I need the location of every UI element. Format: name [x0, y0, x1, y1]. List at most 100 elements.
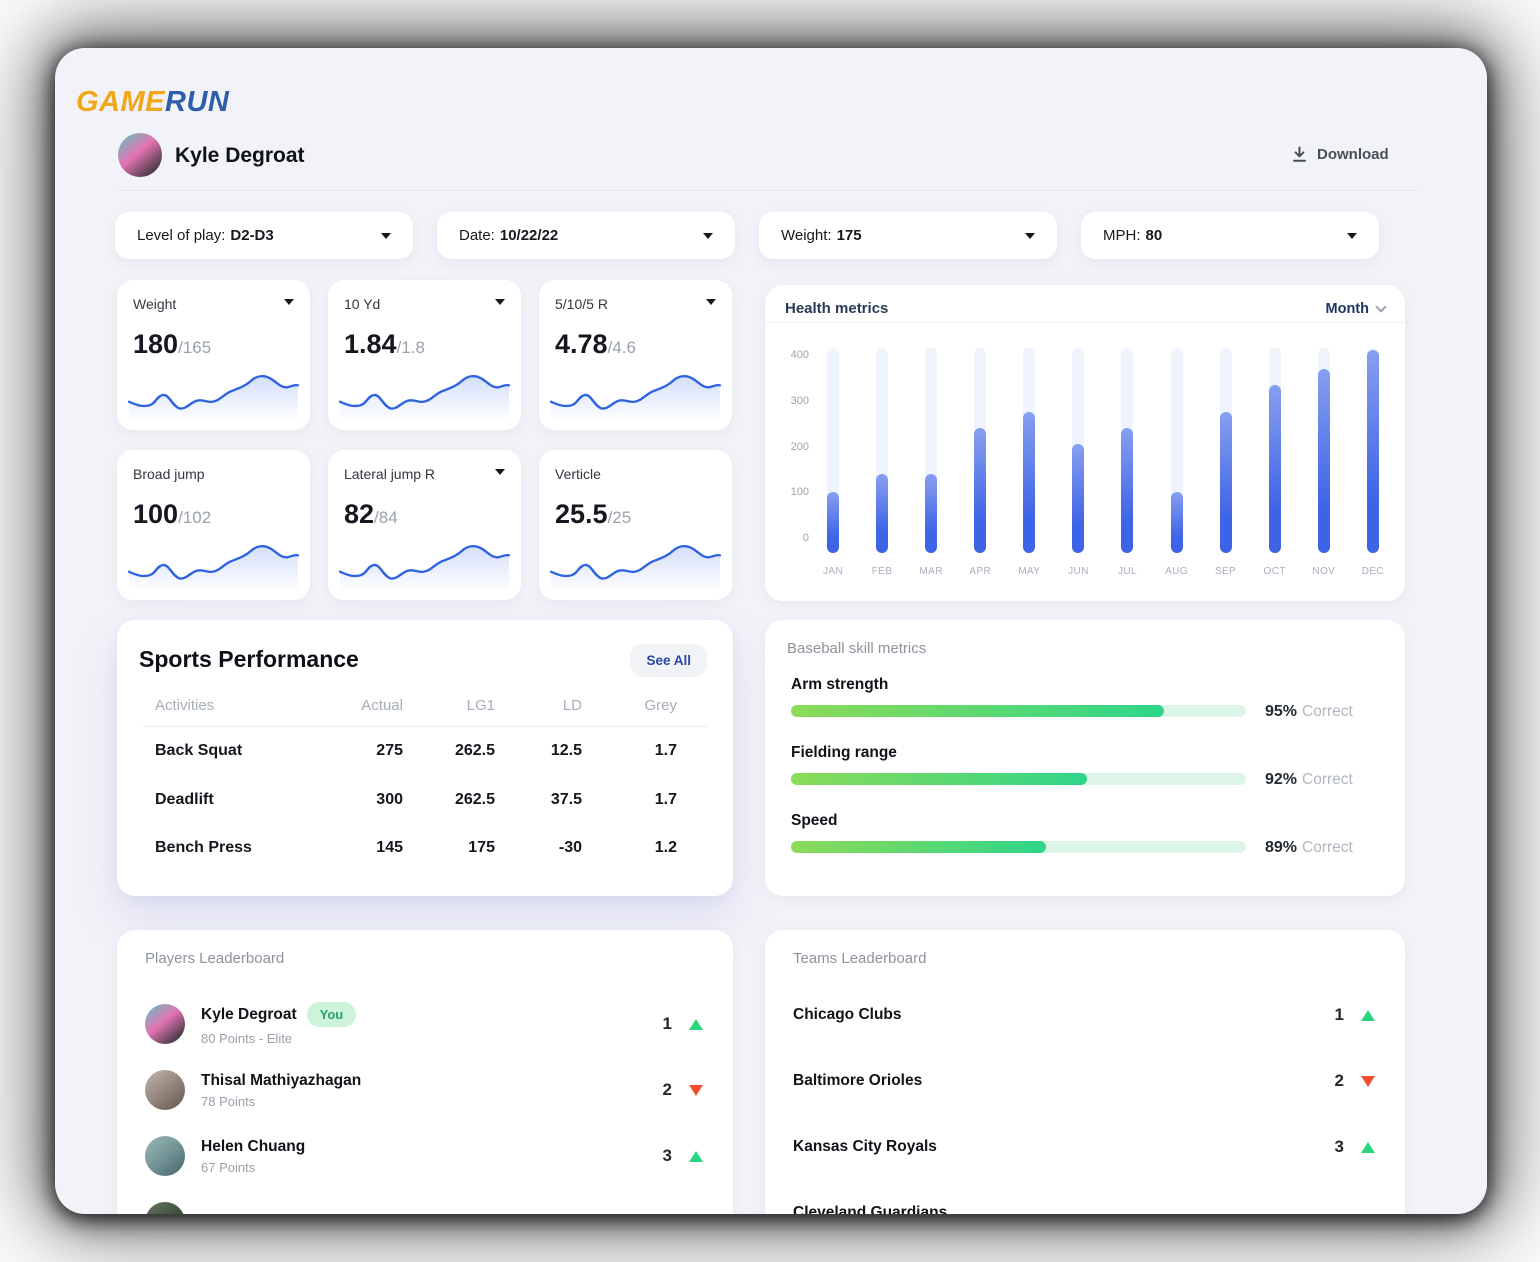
filter-label: MPH: [1103, 227, 1141, 244]
rank-indicator: 1 [663, 1014, 703, 1034]
chevron-down-icon [1375, 301, 1387, 313]
stat-card-lateral-jump-r: Lateral jump R 82/84 [328, 450, 521, 600]
stat-card-value: 4.78/4.6 [555, 329, 716, 360]
player-name-line: Lura Silverman [201, 1213, 313, 1214]
stat-card-header: Broad jump [133, 466, 294, 482]
list-item[interactable]: Helen Chuang 67 Points 3 [117, 1123, 733, 1189]
table-row: Bench Press 145 175 -30 1.2 [143, 824, 707, 873]
list-item[interactable]: Cleveland Guardians [765, 1180, 1405, 1214]
y-axis-tick: 400 [790, 349, 809, 361]
skill-progress-fill [791, 773, 1087, 785]
rank-number: 3 [662, 1146, 672, 1165]
filter-label: Level of play: [137, 227, 226, 244]
player-name-line: Kyle Degroat You [201, 1002, 357, 1027]
player-name: Kyle Degroat [201, 1005, 297, 1023]
sparkline-chart [338, 545, 511, 592]
rank-indicator: 1 [1335, 1005, 1375, 1025]
filter-value: 10/22/22 [499, 227, 559, 244]
skill-progress-track [791, 773, 1246, 785]
stat-card-value: 180/165 [133, 329, 294, 360]
stat-card-weight: Weight 180/165 [117, 280, 310, 430]
table-header-divider [143, 726, 707, 727]
skill-percent: 89% [1265, 839, 1298, 856]
stat-current-value: 25.5 [555, 499, 608, 529]
activity-value: 175 [468, 839, 495, 857]
skill-label: Arm strength [791, 676, 889, 693]
activity-value: 37.5 [550, 790, 582, 808]
sports-performance-card: Sports Performance See All Activities Act… [117, 620, 733, 896]
bar-nov: NOV [1312, 348, 1335, 577]
list-item[interactable]: Kyle Degroat You 80 Points - Elite 1 [117, 991, 733, 1057]
bar-fill [1170, 492, 1183, 553]
rank-indicator: 2 [1335, 1071, 1375, 1091]
list-item[interactable]: Kansas City Royals 3 [765, 1114, 1405, 1180]
chevron-down-icon[interactable] [495, 469, 505, 475]
skill-fielding-range: Fielding range 92% Correct [765, 734, 1405, 802]
download-button[interactable]: Download [1291, 146, 1389, 163]
skill-label: Fielding range [791, 744, 897, 761]
health-bar-chart: 400 300 200 100 0 JAN FEB MAR APR MAY JUN JUL AUG SE… [765, 337, 1405, 601]
period-value: Month [1325, 300, 1369, 317]
stat-card-header: 10 Yd [344, 296, 505, 312]
teams-leaderboard-rows: Chicago Clubs 1 Baltimore Orioles 2 Kansas C… [765, 982, 1405, 1214]
filter-label: Date: [459, 227, 495, 244]
bar-fill [1072, 444, 1085, 553]
period-selector[interactable]: Month [1325, 300, 1387, 317]
stat-target-value: /84 [374, 508, 398, 527]
filter-date[interactable]: Date: 10/22/22 [437, 212, 735, 259]
stat-card-value: 82/84 [344, 499, 505, 530]
bar-fill [1121, 428, 1134, 553]
players-leaderboard-rows: Kyle Degroat You 80 Points - Elite 1 Thisal … [117, 991, 733, 1214]
stat-card-header: Weight [133, 296, 294, 312]
see-all-button[interactable]: See All [630, 644, 707, 677]
sparkline-chart [549, 545, 722, 592]
filter-mph[interactable]: MPH: 80 [1081, 212, 1379, 259]
activity-value: 300 [376, 790, 403, 808]
filter-level-of-play[interactable]: Level of play: D2-D3 [115, 212, 413, 259]
filter-weight[interactable]: Weight: 175 [759, 212, 1057, 259]
x-axis-label: JAN [822, 566, 844, 577]
avatar [145, 1136, 185, 1176]
stat-card-broad-jump: Broad jump 100/102 [117, 450, 310, 600]
skill-progress-fill [791, 841, 1046, 853]
rank-number: 2 [662, 1080, 672, 1099]
sparkline-chart [127, 545, 300, 592]
list-item[interactable]: Baltimore Orioles 2 [765, 1048, 1405, 1114]
stat-card-10-yd: 10 Yd 1.84/1.8 [328, 280, 521, 430]
bar-jun: JUN [1068, 348, 1088, 577]
stat-card-title: 10 Yd [344, 296, 381, 312]
team-name: Baltimore Orioles [793, 1072, 923, 1089]
activity-value: 275 [376, 742, 403, 760]
bar-jan: JAN [823, 348, 843, 577]
player-name: Helen Chuang [201, 1137, 306, 1155]
download-label: Download [1317, 146, 1389, 163]
table-row: Deadlift 300 262.5 37.5 1.7 [143, 776, 707, 825]
stat-current-value: 180 [133, 329, 179, 359]
skill-progress-track [791, 841, 1246, 853]
bar-mar: MAR [919, 348, 942, 577]
skill-score: 89% Correct [1265, 839, 1353, 856]
baseball-skills-title: Baseball skill metrics [787, 640, 927, 657]
activity-value: 1.2 [654, 839, 677, 857]
stat-card-verticle: Verticle 25.5/25 [539, 450, 732, 600]
stats-grid: Weight 180/165 10 Yd 1.84/1.8 5/10/5 R 4.78… [117, 280, 732, 600]
stat-card-value: 100/102 [133, 499, 294, 530]
team-name: Kansas City Royals [793, 1138, 937, 1155]
health-metrics-title: Health metrics [785, 300, 889, 317]
activity-value: 262.5 [454, 742, 495, 760]
chevron-down-icon[interactable] [495, 299, 505, 305]
bar-fill [1268, 385, 1281, 553]
chevron-down-icon [381, 232, 391, 239]
player-points: 78 Points [201, 1093, 256, 1109]
avatar [145, 1004, 185, 1044]
stat-card-5-10-5-r: 5/10/5 R 4.78/4.6 [539, 280, 732, 430]
bar-sep: SEP [1215, 348, 1236, 577]
rank-number: 3 [1334, 1137, 1344, 1156]
chevron-down-icon[interactable] [706, 299, 716, 305]
list-item[interactable]: Chicago Clubs 1 [765, 982, 1405, 1048]
chevron-down-icon[interactable] [284, 299, 294, 305]
list-item[interactable]: Lura Silverman [117, 1189, 733, 1214]
download-icon [1293, 146, 1306, 162]
y-axis-tick: 100 [790, 486, 809, 499]
list-item[interactable]: Thisal Mathiyazhagan 78 Points 2 [117, 1057, 733, 1123]
